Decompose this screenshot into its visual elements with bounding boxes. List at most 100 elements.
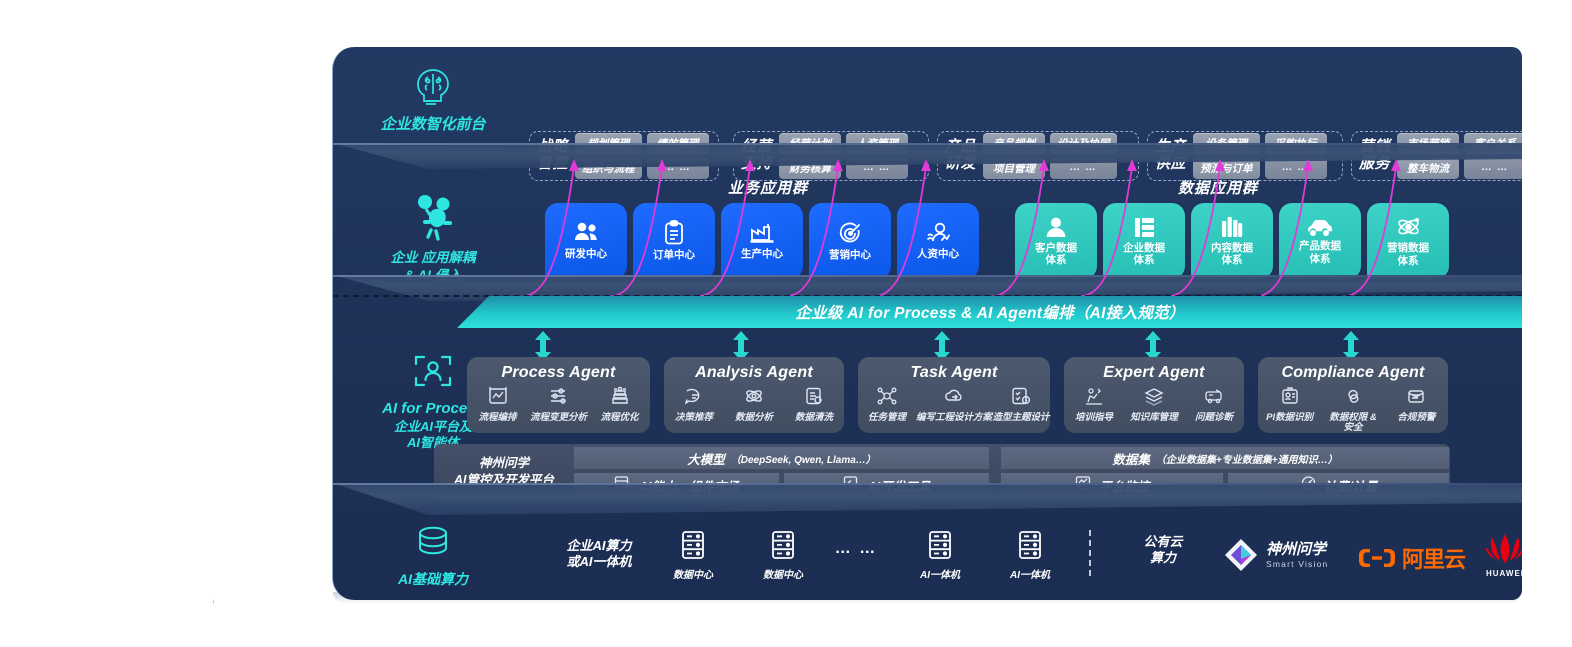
rail-label: 企业AI平台及 (393, 418, 472, 434)
data-card-product[interactable]: 产品数据 体系 (1279, 203, 1361, 279)
sliders-icon (548, 386, 570, 411)
agent-item-label: 合规预警 (1397, 412, 1436, 423)
app-card-label: 生产中心 (741, 248, 783, 261)
platform-dataset-main: 数据集 (1112, 452, 1150, 467)
cloud-gear-icon (943, 386, 965, 411)
car-icon (1306, 217, 1334, 237)
agent-item[interactable]: 数据分析 (724, 386, 784, 423)
app-card-label: 营销中心 (829, 248, 871, 261)
data-group-title: 数据应用群 (1178, 180, 1259, 197)
person-scan-icon (333, 351, 533, 391)
alert-doc-icon (1405, 386, 1427, 411)
agent-item-label: PI数据识别 (1266, 412, 1314, 423)
agent-items: PI数据识别 数据权限 & 安全 合规预警 (1258, 386, 1448, 434)
user-avatar-icon (1045, 216, 1067, 239)
agent-card-compliance[interactable]: Compliance Agent PI数据识别 数据权限 & 安全 合规预警 (1258, 357, 1448, 433)
rail-label: 企业数智化前台 (380, 116, 486, 133)
platform-llm-bar[interactable]: 大模型 （DeepSeek, Qwen, Llama…） (574, 447, 989, 469)
agent-item-label: 流程优化 (600, 412, 639, 423)
data-card-marketing[interactable]: 营销数据 体系 (1367, 203, 1449, 279)
data-card-enterprise[interactable]: 企业数据 体系 (1103, 203, 1185, 279)
app-card-order[interactable]: 订单中心 (633, 203, 715, 279)
id-card-icon (1279, 386, 1301, 411)
infra-datacenter-2[interactable]: 数据中心 (748, 530, 818, 583)
agent-item[interactable]: 流程优化 (589, 386, 650, 423)
agent-item[interactable]: 数据权限 & 安全 (1321, 386, 1384, 434)
atom-small-icon (743, 386, 765, 411)
agent-item[interactable]: 数据清洗 (784, 386, 844, 423)
infra-label: AI一体机 (920, 570, 960, 581)
app-card-rd[interactable]: 研发中心 (545, 203, 627, 279)
infra-datacenter-1[interactable]: 数据中心 (658, 530, 728, 583)
clipboard-icon (663, 220, 685, 246)
atom-icon (1396, 215, 1421, 239)
rail-label: 企业 应用解耦 (390, 250, 476, 265)
app-card-label: 研发中心 (565, 248, 607, 261)
huawei-logo[interactable]: HUAWEI (1483, 532, 1522, 578)
server-icon (1016, 530, 1044, 565)
app-card-label: 人资中心 (917, 248, 959, 261)
agent-item[interactable]: 决策推荐 (664, 386, 724, 423)
platform-dataset-sub: （企业数据集+专业数据集+通用知识…） (1155, 454, 1338, 466)
data-card-label: 客户数据 体系 (1035, 241, 1077, 266)
data-card-label: 产品数据 体系 (1299, 240, 1341, 265)
agent-item-label: 流程编排 (478, 412, 517, 423)
agent-card-analysis[interactable]: Analysis Agent 决策推荐 数据分析 数据清洗 (664, 357, 844, 433)
server-icon (679, 530, 707, 565)
rail-decouple: 企业 应用解耦 & AI 侵入 (333, 193, 533, 284)
orchestration-banner[interactable]: 企业级 AI for Process & AI Agent编排（AI接入规范） (457, 296, 1522, 328)
logo-en-text: Smart Vision (1266, 558, 1329, 569)
domain-chip[interactable]: … … (1464, 158, 1522, 179)
data-card-customer[interactable]: 客户数据 体系 (1015, 203, 1097, 279)
infra-public-cloud: 公有云 算力 (1123, 534, 1203, 567)
agent-name: Process Agent (501, 364, 616, 381)
app-card-marketing[interactable]: 营销中心 (809, 203, 891, 279)
diagnose-icon (1203, 386, 1225, 411)
domain-chip[interactable]: 整车物流 (1397, 158, 1460, 179)
agent-card-process[interactable]: Process Agent 流程编排 流程变更分析 流程优化 (467, 357, 650, 433)
rail-infra: AI基础算力 (333, 524, 533, 588)
factory-icon (749, 221, 775, 245)
data-card-content[interactable]: 内容数据 体系 (1191, 203, 1273, 279)
speech-bubble-icon (683, 386, 705, 411)
agent-item-label: 数据权限 & 安全 (1329, 412, 1377, 434)
server-icon (769, 530, 797, 565)
agent-item[interactable]: 任务管理 (858, 386, 916, 423)
agent-item[interactable]: 知识库管理 (1124, 386, 1184, 423)
infra-divider (1089, 530, 1091, 576)
bars-icon (1220, 216, 1244, 239)
diamond-logo-mark (1225, 539, 1257, 571)
agent-items: 流程编排 流程变更分析 流程优化 (467, 386, 650, 423)
aliyun-logo[interactable]: 阿里云 (1359, 542, 1466, 574)
database-icon (333, 524, 533, 562)
agent-item[interactable]: 造型主题设计 (992, 386, 1050, 423)
network-icon (876, 386, 898, 411)
agent-card-expert[interactable]: Expert Agent 培训指导 知识库管理 问题诊断 (1064, 357, 1244, 433)
infra-label: 数据中心 (763, 570, 803, 581)
agent-item[interactable]: 流程编排 (467, 386, 528, 423)
infra-label: 公有云 算力 (1143, 534, 1183, 566)
agent-item[interactable]: 培训指导 (1064, 386, 1124, 423)
agent-card-task[interactable]: Task Agent 任务管理 编写工程设计方案 造型主题设计 (858, 357, 1050, 433)
training-icon (1083, 386, 1105, 411)
agent-item[interactable]: 问题诊断 (1184, 386, 1244, 423)
diagram-body: 企业数智化前台 战略 管控 规划管理 绩效管理 组织与流程 … … 经营 支持 … (332, 47, 1522, 600)
doc-scan-icon (803, 386, 825, 411)
layer-ai-process: AI for Process 企业AI平台及 AI智能体 Process Age… (333, 329, 1522, 509)
agent-item[interactable]: 合规预警 (1385, 386, 1448, 434)
app-card-hr[interactable]: 人资中心 (897, 203, 979, 279)
server-icon (926, 530, 954, 565)
platform-llm-sub: （DeepSeek, Qwen, Llama…） (730, 454, 876, 466)
agent-item[interactable]: 流程变更分析 (528, 386, 589, 423)
agent-name: Analysis Agent (695, 364, 813, 381)
agent-item-label: 问题诊断 (1194, 412, 1233, 423)
agent-item[interactable]: 编写工程设计方案 (916, 386, 992, 423)
platform-dataset-bar[interactable]: 数据集 （企业数据集+专业数据集+通用知识…） (1001, 447, 1449, 469)
app-card-production[interactable]: 生产中心 (721, 203, 803, 279)
agent-item[interactable]: PI数据识别 (1258, 386, 1321, 434)
data-card-label: 内容数据 体系 (1211, 241, 1253, 266)
infra-ai-appliance-2[interactable]: AI一体机 (995, 530, 1065, 583)
shenzhou-wenxue-logo[interactable]: 神州问学 Smart Vision (1223, 537, 1328, 573)
infra-ai-appliance-1[interactable]: AI一体机 (905, 530, 975, 583)
